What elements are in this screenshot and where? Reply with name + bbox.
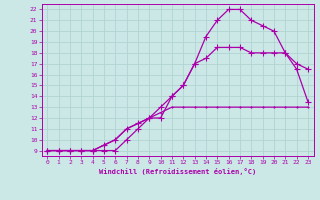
X-axis label: Windchill (Refroidissement éolien,°C): Windchill (Refroidissement éolien,°C) xyxy=(99,168,256,175)
